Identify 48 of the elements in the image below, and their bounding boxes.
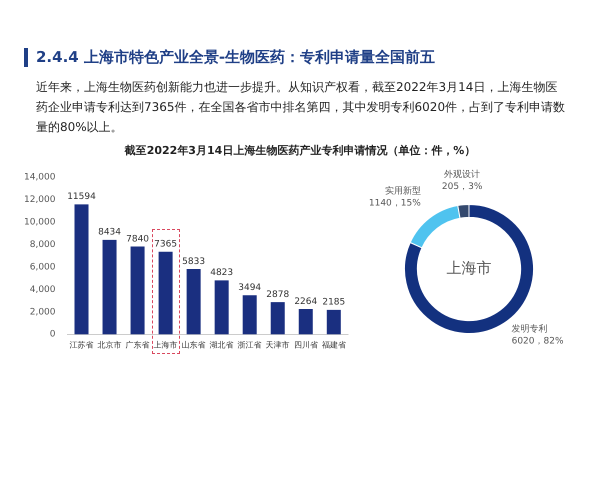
data-label: 3494 bbox=[238, 283, 262, 294]
x-tick-label: 山东省 bbox=[182, 340, 206, 350]
x-tick-label: 北京市 bbox=[98, 340, 122, 350]
data-label: 7840 bbox=[126, 234, 150, 244]
y-tick-label: 8,000 bbox=[30, 240, 56, 250]
bar bbox=[298, 309, 313, 334]
bar bbox=[270, 302, 285, 334]
y-tick-label: 12,000 bbox=[24, 195, 56, 206]
text: 2.4.4 上海市特色产业全景-生物医药：专利申请量全国前五 bbox=[24, 48, 476, 67]
data-label: 2878 bbox=[266, 290, 290, 300]
data-label: 1140，15% bbox=[368, 198, 422, 208]
bar bbox=[130, 246, 145, 334]
data-label: 11594 bbox=[67, 192, 96, 202]
data-label: 2185 bbox=[322, 298, 346, 308]
slice-label: 实用新型 bbox=[384, 185, 421, 196]
data-label: 5833 bbox=[182, 256, 206, 267]
bar bbox=[326, 310, 341, 334]
y-tick-label: 2,000 bbox=[30, 307, 56, 318]
y-tick-label: 4,000 bbox=[30, 284, 56, 295]
text: 上海市 bbox=[446, 258, 492, 277]
data-label: 6020，82% bbox=[512, 336, 564, 346]
x-tick-label: 四川省 bbox=[294, 340, 318, 350]
y-tick-label: 14,000 bbox=[24, 172, 56, 183]
bar bbox=[74, 204, 89, 334]
x-tick-label: 天津市 bbox=[266, 340, 290, 350]
bar bbox=[242, 295, 257, 334]
y-tick-label: 6,000 bbox=[30, 262, 56, 272]
x-tick-label: 福建省 bbox=[322, 340, 346, 350]
y-tick-label: 0 bbox=[50, 330, 56, 340]
x-tick-label: 浙江省 bbox=[238, 340, 262, 350]
data-label: 2264 bbox=[294, 296, 318, 307]
x-tick-label: 广东省 bbox=[126, 340, 150, 350]
data-label: 205，3% bbox=[442, 182, 483, 192]
slice-label: 发明专利 bbox=[512, 323, 548, 334]
text: 近年来，上海生物医药创新能力也进一步提升。从知识产权看，截至2022年3月14日，上海生物医药企业申请专利达到7365件，在全国各省市中排名第四，其中发明专利6020件，占到了专利申请数量的80%以上。 bbox=[36, 79, 566, 136]
y-tick-label: 10,000 bbox=[24, 218, 56, 228]
slice-label: 外观设计 bbox=[444, 169, 480, 180]
data-label: 7365 bbox=[154, 240, 178, 250]
chart-title: 截至2022年3月14日上海生物医药产业专利申请情况（单位：件，%） bbox=[124, 143, 476, 158]
x-tick-label: 湖北省 bbox=[210, 340, 234, 350]
bar bbox=[214, 280, 229, 334]
data-label: 4823 bbox=[210, 268, 234, 278]
data-label: 8434 bbox=[98, 228, 122, 238]
bar bbox=[186, 268, 201, 334]
bar bbox=[102, 240, 117, 334]
x-tick-label: 江苏省 bbox=[70, 340, 94, 350]
bar bbox=[158, 252, 173, 334]
x-tick-label: 上海市 bbox=[154, 340, 178, 350]
